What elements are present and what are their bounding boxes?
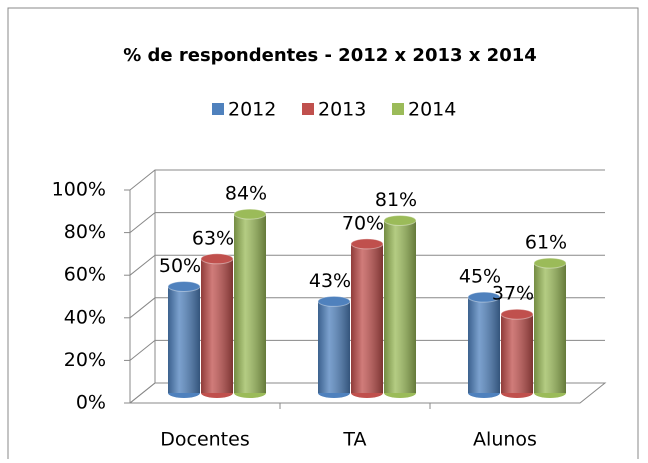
bar-top (383, 214, 417, 226)
data-label: 61% (525, 232, 567, 254)
bar-shade (201, 258, 233, 393)
bar-top (533, 257, 567, 269)
y-tick-label: 80% (64, 221, 106, 243)
grid-line (129, 297, 605, 319)
bar-top (467, 291, 501, 303)
bar-top (500, 308, 534, 320)
bar-shade (384, 220, 416, 393)
bar-top (350, 238, 384, 250)
y-tick-label: 20% (64, 349, 106, 371)
data-label: 81% (375, 189, 417, 211)
legend-label: 2012 (228, 99, 276, 121)
bar-shade (501, 314, 533, 393)
bar-shade (168, 286, 200, 393)
bar-shade (351, 243, 383, 393)
legend-label: 2013 (318, 99, 366, 121)
bar-top (167, 281, 201, 292)
grid-line (129, 169, 605, 191)
x-tick-label: Docentes (160, 429, 249, 451)
chart-title: % de respondentes - 2012 x 2013 x 2014 (123, 45, 537, 66)
data-label: 50% (159, 255, 201, 277)
legend-swatch (212, 103, 224, 115)
bar-top (200, 253, 234, 265)
bar-shade (534, 263, 566, 393)
y-tick-label: 0% (76, 392, 106, 414)
grid-line (129, 254, 605, 276)
data-label: 63% (192, 227, 234, 249)
data-label: 43% (309, 270, 351, 292)
x-tick-label: TA (342, 429, 366, 451)
bar-top (317, 295, 351, 307)
y-tick-label: 100% (52, 179, 106, 201)
y-tick-label: 60% (64, 264, 106, 286)
legend-label: 2014 (408, 99, 456, 121)
x-tick-label: Alunos (473, 429, 537, 451)
y-tick-label: 40% (64, 306, 106, 328)
bar-shade (318, 301, 350, 393)
data-label: 70% (342, 212, 384, 234)
grid-line (129, 212, 605, 233)
legend-swatch (302, 103, 314, 115)
data-label: 37% (492, 283, 534, 305)
data-label: 45% (459, 266, 501, 288)
grid-line (129, 339, 605, 361)
bar-shade (234, 214, 266, 393)
data-label: 84% (225, 183, 267, 205)
bar-shade (468, 297, 500, 393)
bar-top (233, 208, 267, 220)
legend-swatch (392, 103, 404, 115)
grid-line (129, 382, 605, 404)
